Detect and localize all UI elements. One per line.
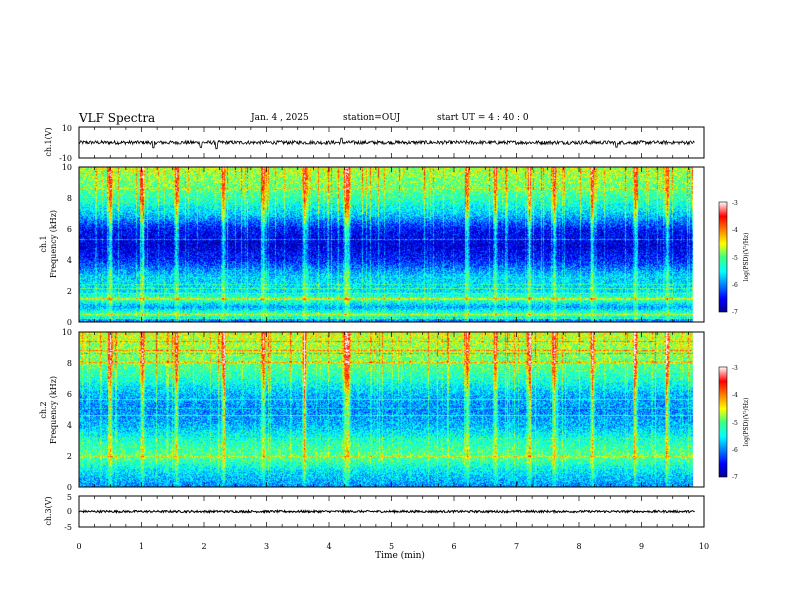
- ch2-ytick-10: 10: [62, 328, 72, 337]
- xtick-1: 1: [139, 542, 144, 551]
- xtick-2: 2: [201, 542, 206, 551]
- ch2-cbar-tick-m7: -7: [732, 474, 738, 481]
- xtick-3: 3: [264, 542, 269, 551]
- ch1-cbar-tick-m7: -7: [732, 309, 738, 316]
- ch2-cbar-tick-m6: -6: [732, 447, 738, 454]
- start-time-label: start UT = 4 : 40 : 0: [437, 113, 529, 123]
- ch1-spectrogram-panel: 0 2 4 6 8 10 ch.1 Frequency (kHz): [39, 163, 705, 327]
- ch2-ytick-4: 4: [67, 421, 72, 430]
- ch1-ytick-bottom: -10: [59, 154, 72, 163]
- x-axis-label: Time (min): [375, 550, 425, 561]
- ch2-spectrogram-ticks: [78, 332, 705, 487]
- ch2-cbar-tick-m5: -5: [732, 420, 738, 427]
- ch1-ytick-top: 10: [62, 124, 72, 133]
- ch3-ylabel: ch.3(V): [44, 496, 53, 525]
- ch1-cbar-label: log(PSD)(V²/Hz): [743, 233, 750, 282]
- ch1-ticks: [78, 127, 705, 158]
- station-label: station=OUJ: [343, 113, 401, 123]
- date-label: Jan. 4 , 2025: [251, 113, 309, 123]
- ch1-yticks: 0 2 4 6 8 10: [62, 163, 72, 327]
- ch1-spec-ylabel-frequency: Frequency (kHz): [49, 210, 58, 278]
- ch1-waveform-trace: [78, 137, 695, 150]
- ch1-waveform-panel: 10 -10 ch.1(V): [44, 124, 705, 163]
- xtick-7: 7: [514, 542, 519, 551]
- ch3-waveform-panel: 5 0 -5 ch.3(V): [44, 493, 705, 532]
- ch1-ytick-2: 2: [67, 287, 72, 296]
- ch1-ytick-4: 4: [67, 256, 72, 265]
- ch1-ylabel: ch.1(V): [44, 127, 53, 156]
- ch1-spec-ylabel-channel: ch.1: [39, 235, 48, 252]
- time-axis: 0 1 2 3 4 5 6 7 8 9 10 Time (min): [76, 542, 709, 561]
- ch1-ytick-8: 8: [67, 194, 72, 203]
- ch1-ytick-0: 0: [67, 318, 72, 327]
- ch2-ytick-2: 2: [67, 452, 72, 461]
- ch1-ytick-10: 10: [62, 163, 72, 172]
- ch3-ytick-top: 5: [67, 493, 72, 502]
- ch2-spec-ylabel-channel: ch.2: [39, 401, 48, 418]
- xtick-6: 6: [451, 542, 456, 551]
- ch2-yticks: 0 2 4 6 8 10: [62, 328, 72, 492]
- ch1-cbar-tick-m6: -6: [732, 282, 738, 289]
- ch1-spectrogram: [79, 167, 704, 322]
- xtick-10: 10: [699, 542, 709, 551]
- ch1-cbar-tick-m4: -4: [732, 227, 738, 234]
- ch2-ytick-0: 0: [67, 483, 72, 492]
- ch1-spectrogram-ticks: [78, 167, 705, 322]
- xtick-9: 9: [639, 542, 644, 551]
- ch3-ytick-bottom: -5: [64, 523, 72, 532]
- ch2-spectrogram: [79, 332, 704, 487]
- ch2-cbar-label: log(PSD)(V²/Hz): [743, 398, 750, 447]
- ch2-spectrogram-panel: 0 2 4 6 8 10 ch.2 Frequency (kHz): [39, 328, 705, 492]
- ch2-ytick-8: 8: [67, 359, 72, 368]
- xtick-4: 4: [326, 542, 331, 551]
- ch1-cbar-tick-m5: -5: [732, 255, 738, 262]
- ch3-ticks: [78, 496, 705, 527]
- ch2-cbar-tick-m3: -3: [732, 365, 738, 372]
- ch1-ytick-6: 6: [67, 225, 72, 234]
- xtick-8: 8: [576, 542, 581, 551]
- ch2-cbar-tick-m4: -4: [732, 392, 738, 399]
- xtick-0: 0: [76, 542, 81, 551]
- chart-title: VLF Spectra: [79, 111, 156, 125]
- ch3-ytick-mid: 0: [67, 507, 72, 516]
- ch2-spec-ylabel-frequency: Frequency (kHz): [49, 376, 58, 444]
- ch3-waveform-trace: [78, 508, 695, 515]
- xtick-5: 5: [389, 542, 394, 551]
- ch1-colorbar: -3 -4 -5 -6 -7 log(PSD)(V²/Hz): [718, 200, 750, 316]
- ch1-cbar-tick-m3: -3: [732, 200, 738, 207]
- ch2-colorbar: -3 -4 -5 -6 -7 log(PSD)(V²/Hz): [718, 365, 750, 481]
- ch2-ytick-6: 6: [67, 390, 72, 399]
